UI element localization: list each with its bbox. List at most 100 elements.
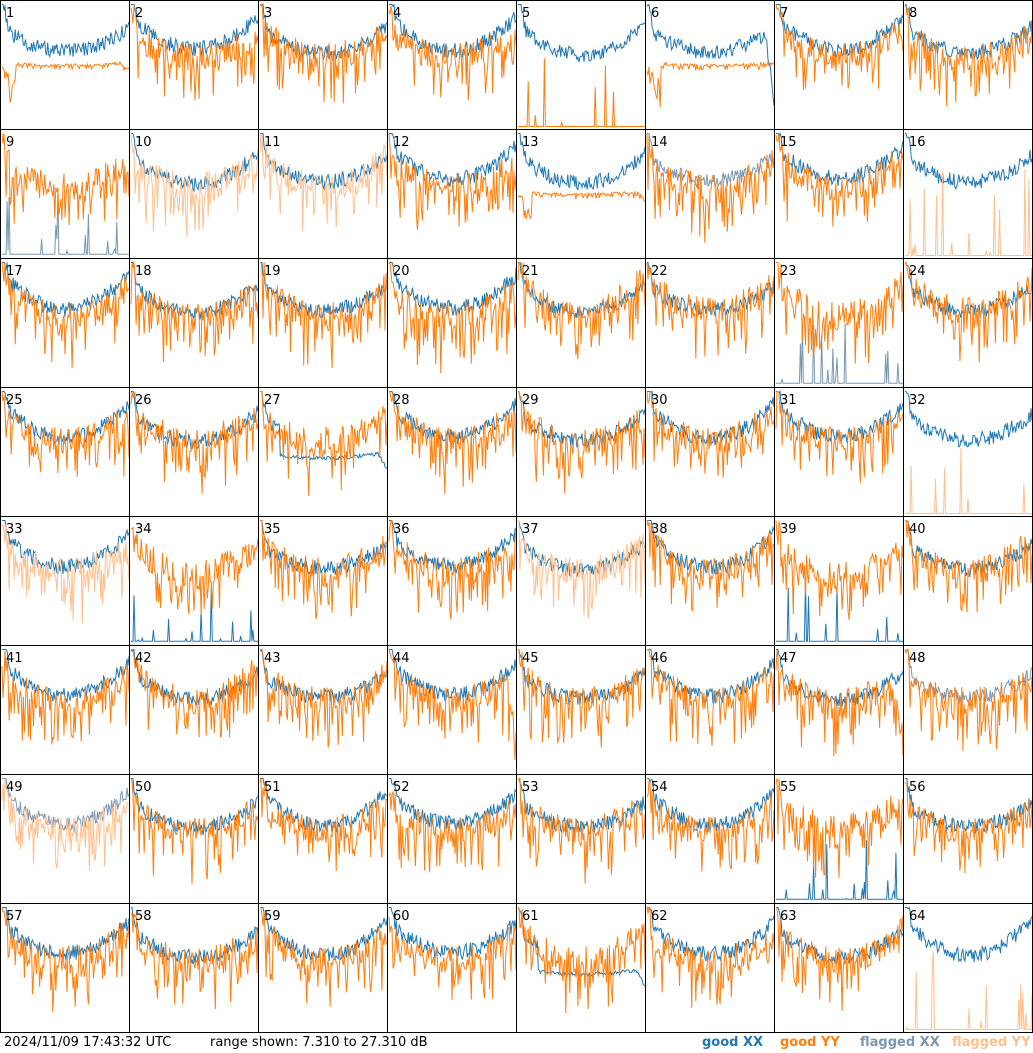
series-yy-panel-29: [517, 390, 646, 494]
legend-flagged-yy: flagged YY: [952, 1035, 1031, 1050]
series-xx-panel-17: [2, 262, 130, 317]
series-xx-panel-11: [260, 133, 388, 191]
series-yy-panel-6: [646, 61, 775, 108]
panel-label: 59: [264, 909, 281, 924]
series-yy-panel-16: [905, 169, 1032, 256]
series-xx-panel-32: [905, 391, 1033, 448]
series-yy-panel-26: [130, 391, 259, 494]
legend-good-yy: good YY: [780, 1035, 840, 1050]
timestamp: 2024/11/09 17:43:32 UTC: [4, 1035, 172, 1050]
panel-label: 29: [522, 393, 539, 408]
series-xx-panel-60: [389, 907, 517, 961]
panel-label: 58: [135, 909, 152, 924]
panel-label: 4: [393, 6, 401, 21]
panel-label: 5: [522, 6, 530, 21]
panel-label: 56: [909, 780, 926, 795]
panel-label: 37: [522, 522, 539, 537]
series-yy-panel-43: [260, 649, 388, 748]
panel-61: 61: [516, 903, 646, 1033]
series-xx-panel-27: [260, 391, 387, 469]
panel-63: 63: [774, 903, 904, 1033]
series-xx-panel-49: [2, 778, 130, 834]
series-xx-panel-25: [2, 391, 130, 445]
series-yy-panel-44: [388, 649, 517, 761]
series-yy-panel-59: [260, 907, 388, 1007]
series-xx-panel-61: [517, 907, 646, 987]
panel-label: 32: [909, 393, 926, 408]
panel-label: 9: [6, 135, 14, 150]
series-xx-panel-20: [389, 262, 517, 316]
panel-label: 39: [780, 522, 797, 537]
panel-label: 47: [780, 651, 797, 666]
panel-label: 45: [522, 651, 539, 666]
panel-label: 50: [135, 780, 152, 795]
series-xx-panel-55: [776, 840, 903, 900]
series-yy-panel-4: [388, 5, 517, 101]
series-yy-panel-42: [131, 649, 259, 738]
panel-label: 34: [135, 522, 152, 537]
series-xx-panel-57: [2, 907, 130, 961]
series-xx-panel-47: [776, 649, 904, 708]
series-yy-panel-61: [517, 907, 646, 1014]
panel-label: 3: [264, 6, 272, 21]
series-yy-panel-27: [260, 391, 388, 496]
series-xx-panel-23: [776, 323, 903, 384]
panel-label: 35: [264, 522, 281, 537]
series-yy-panel-51: [259, 778, 388, 872]
panel-label: 19: [264, 264, 281, 279]
series-yy-panel-20: [388, 261, 517, 374]
series-yy-panel-18: [130, 262, 259, 362]
panel-label: 38: [651, 522, 668, 537]
panel-label: 18: [135, 264, 152, 279]
series-yy-panel-36: [388, 519, 517, 620]
panel-label: 12: [393, 135, 410, 150]
series-yy-panel-40: [905, 520, 1033, 613]
series-yy-panel-17: [1, 262, 130, 369]
series-yy-panel-53: [518, 778, 646, 884]
series-yy-panel-31: [775, 391, 904, 484]
series-yy-panel-50: [130, 778, 259, 884]
panel-label: 30: [651, 393, 668, 408]
panel-label: 36: [393, 522, 410, 537]
panel-label: 7: [780, 6, 788, 21]
series-yy-panel-32: [905, 447, 1032, 514]
series-yy-panel-14: [646, 133, 775, 243]
panel-label: 22: [651, 264, 668, 279]
series-yy-panel-63: [775, 907, 904, 1011]
series-yy-panel-19: [260, 262, 388, 368]
panel-40: 40: [903, 516, 1033, 646]
series-yy-panel-41: [1, 650, 130, 745]
panel-label: 55: [780, 780, 797, 795]
panel-label: 25: [6, 393, 23, 408]
series-xx-panel-36: [389, 520, 517, 574]
panel-label: 23: [780, 264, 797, 279]
series-yy-panel-49: [1, 778, 130, 871]
panel-label: 41: [6, 651, 23, 666]
series-xx-panel-13: [518, 133, 646, 191]
series-xx-panel-64: [905, 906, 1033, 963]
series-yy-panel-30: [646, 391, 775, 478]
panel-35: 35: [258, 516, 388, 646]
panel-label: 48: [909, 651, 926, 666]
panel-label: 60: [393, 909, 410, 924]
series-yy-panel-25: [1, 391, 130, 478]
series-xx-panel-1: [2, 4, 130, 59]
panel-label: 49: [6, 780, 23, 795]
panel-38: 38: [645, 516, 775, 646]
series-xx-panel-15: [776, 131, 904, 187]
panel-label: 40: [909, 522, 926, 537]
series-yy-panel-55: [775, 778, 904, 879]
panel-label: 13: [522, 135, 539, 150]
series-yy-panel-34: [130, 526, 259, 615]
panel-label: 61: [522, 909, 539, 924]
panel-label: 31: [780, 393, 797, 408]
series-yy-panel-11: [259, 133, 388, 232]
panel-label: 42: [135, 651, 152, 666]
panel-label: 43: [264, 651, 281, 666]
panel-label: 2: [135, 6, 143, 21]
panel-label: 21: [522, 264, 539, 279]
panel-label: 10: [135, 135, 152, 150]
series-yy-panel-22: [646, 262, 775, 359]
series-xx-panel-52: [389, 778, 517, 832]
